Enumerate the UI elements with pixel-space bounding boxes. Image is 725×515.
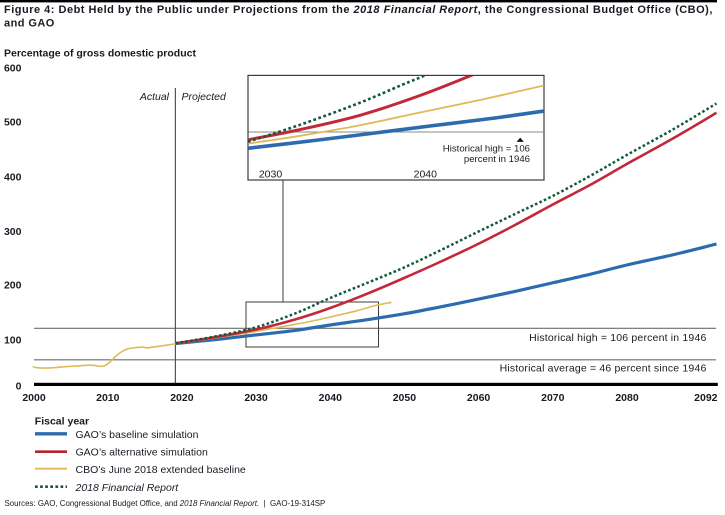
- svg-text:2020: 2020: [170, 392, 194, 404]
- svg-text:GAO’s baseline simulation: GAO’s baseline simulation: [76, 429, 199, 441]
- svg-text:Figure 4: Debt Held by the Pub: Figure 4: Debt Held by the Public under …: [4, 4, 713, 16]
- svg-text:Actual: Actual: [139, 91, 170, 103]
- svg-text:percent in 1946: percent in 1946: [464, 154, 530, 165]
- svg-text:2080: 2080: [615, 392, 639, 404]
- svg-text:and GAO: and GAO: [4, 18, 55, 30]
- svg-text:2092: 2092: [694, 392, 718, 404]
- svg-text:2050: 2050: [393, 392, 417, 404]
- svg-text:600: 600: [4, 63, 22, 75]
- svg-text:Historical high = 106: Historical high = 106: [443, 144, 530, 155]
- svg-text:GAO’s alternative simulation: GAO’s alternative simulation: [76, 447, 208, 459]
- svg-text:Percentage of gross domestic p: Percentage of gross domestic product: [4, 48, 196, 60]
- svg-text:Historical high = 106 percent: Historical high = 106 percent in 1946: [529, 332, 706, 344]
- svg-text:2018 Financial Report: 2018 Financial Report: [75, 482, 180, 494]
- svg-text:2000: 2000: [22, 392, 46, 404]
- svg-text:Historical average = 46 percen: Historical average = 46 percent since 19…: [500, 363, 707, 375]
- svg-text:0: 0: [16, 381, 22, 393]
- svg-text:400: 400: [4, 172, 22, 184]
- svg-text:2040: 2040: [414, 169, 438, 181]
- svg-text:500: 500: [4, 117, 22, 129]
- svg-text:100: 100: [4, 335, 22, 347]
- svg-text:CBO’s June 2018 extended basel: CBO’s June 2018 extended baseline: [76, 464, 246, 476]
- svg-text:2010: 2010: [96, 392, 120, 404]
- svg-text:2070: 2070: [541, 392, 565, 404]
- svg-text:2060: 2060: [467, 392, 491, 404]
- svg-text:2030: 2030: [259, 169, 283, 181]
- svg-text:200: 200: [4, 280, 22, 292]
- svg-text:300: 300: [4, 226, 22, 238]
- svg-text:2030: 2030: [244, 392, 268, 404]
- svg-text:Sources: GAO, Congressional Bu: Sources: GAO, Congressional Budget Offic…: [5, 499, 326, 508]
- svg-text:Fiscal year: Fiscal year: [35, 416, 89, 428]
- svg-text:Projected: Projected: [182, 91, 228, 103]
- svg-text:2040: 2040: [319, 392, 343, 404]
